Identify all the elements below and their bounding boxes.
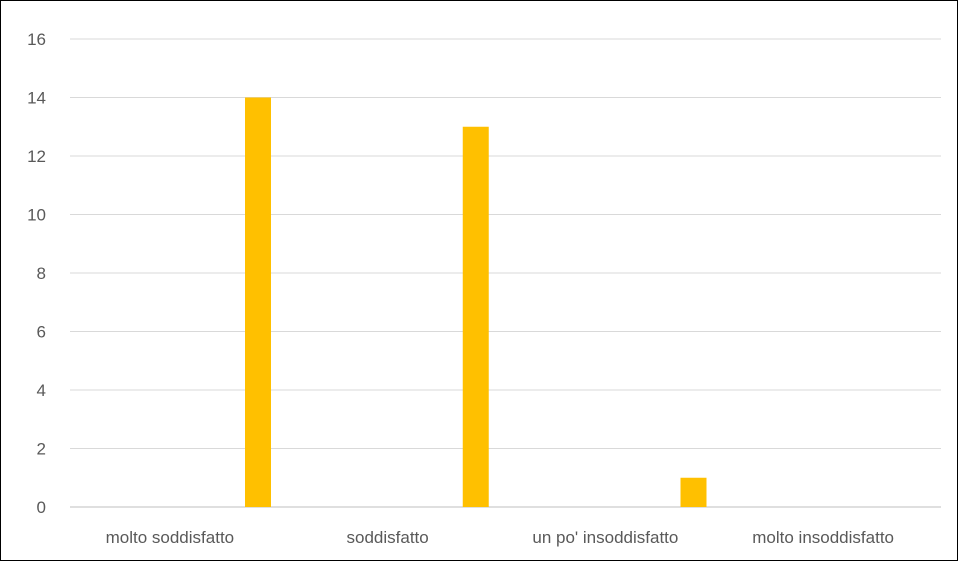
- y-tick-label: 2: [37, 440, 46, 459]
- x-axis-ticks: molto soddisfatto soddisfatto un po' insod…: [106, 528, 894, 547]
- bar: [462, 126, 489, 507]
- y-tick-label: 0: [37, 498, 46, 517]
- bars: [245, 97, 707, 507]
- bar: [245, 97, 271, 507]
- y-tick-label: 6: [37, 323, 46, 342]
- y-tick-label: 12: [27, 147, 46, 166]
- x-tick-label: un po' insoddisfatto: [532, 528, 678, 547]
- y-tick-label: 14: [27, 89, 46, 108]
- bar: [680, 477, 707, 507]
- x-tick-label: molto soddisfatto: [106, 528, 235, 547]
- y-tick-label: 16: [27, 30, 46, 49]
- x-tick-label: soddisfatto: [347, 528, 429, 547]
- y-tick-label: 10: [27, 206, 46, 225]
- y-tick-label: 8: [37, 264, 46, 283]
- y-axis-ticks: 0 2 4 6 8 10 12 14 16: [27, 30, 46, 517]
- x-tick-label: molto insoddisfatto: [752, 528, 894, 547]
- gridlines: [70, 38, 941, 508]
- y-tick-label: 4: [37, 381, 46, 400]
